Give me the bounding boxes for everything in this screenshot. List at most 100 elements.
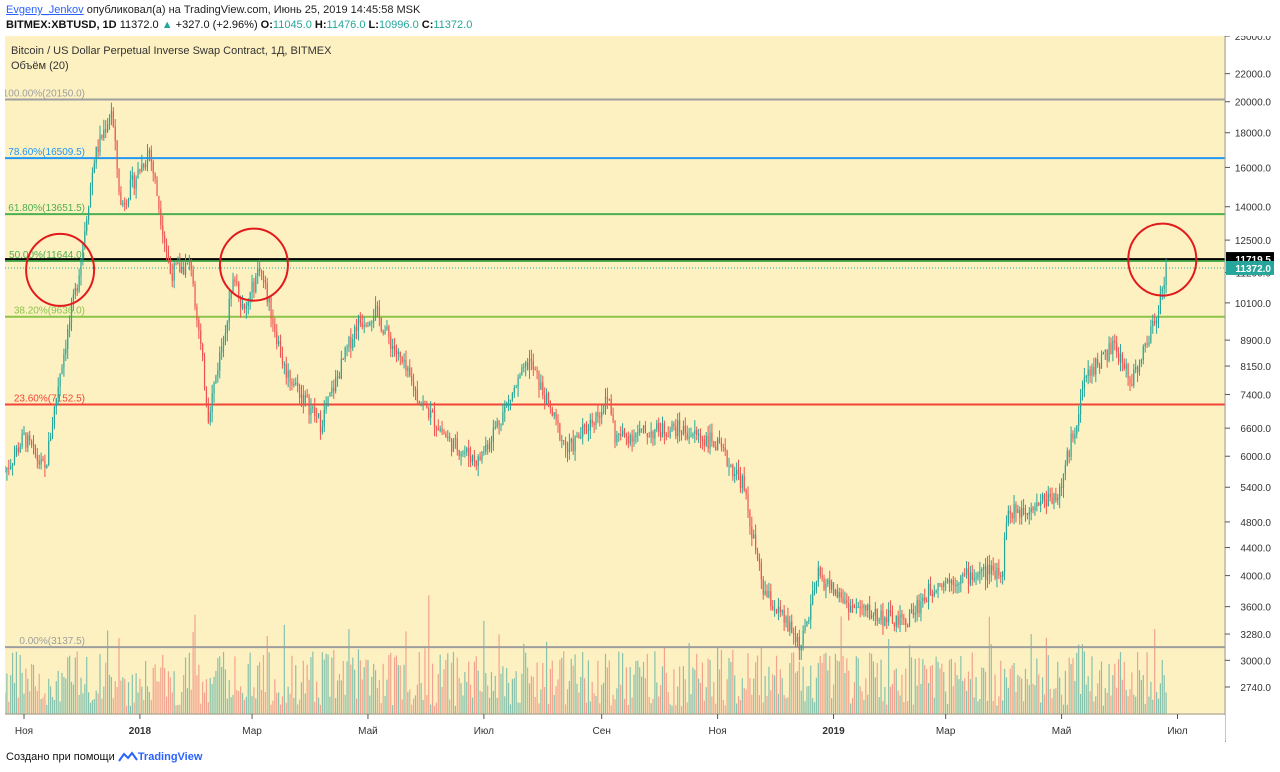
volume-bar: [1152, 699, 1154, 714]
ohlc-open-label: O:: [260, 19, 273, 31]
volume-bar: [622, 653, 624, 714]
candle-body: [525, 362, 527, 367]
candle-body: [842, 597, 844, 603]
volume-bar: [1104, 688, 1106, 714]
volume-bar: [10, 675, 12, 714]
volume-bar: [696, 653, 698, 714]
volume-bar: [1022, 701, 1025, 714]
candle-body: [1152, 320, 1154, 327]
volume-bar: [515, 671, 517, 714]
volume-bar: [545, 641, 548, 714]
candle-body: [762, 579, 764, 595]
candle-body: [190, 260, 192, 270]
candle-body: [870, 615, 873, 619]
volume-bar: [287, 686, 289, 714]
candle-body: [23, 432, 25, 434]
candle-body: [1087, 369, 1089, 376]
symbol-name: BITMEX:XBTUSD, 1D: [6, 19, 117, 31]
candle-body: [359, 317, 361, 324]
volume-bar: [57, 670, 59, 714]
volume-bar: [939, 668, 941, 714]
volume-bar: [770, 690, 772, 714]
candle-body: [310, 407, 312, 415]
volume-bar: [487, 685, 489, 714]
volume-bar: [703, 700, 705, 714]
candle-body: [627, 436, 629, 444]
candle-body: [169, 259, 171, 274]
volume-bar: [922, 659, 924, 714]
candle-body: [498, 421, 500, 425]
candle-body: [422, 401, 424, 404]
candle-body: [321, 426, 323, 433]
candle-body: [312, 407, 314, 409]
candle-body: [831, 582, 833, 590]
volume-bar: [1038, 674, 1040, 714]
y-tick-label: 16000.0: [1235, 163, 1272, 174]
volume-bar: [186, 688, 189, 714]
candle-body: [194, 284, 196, 308]
volume-bar: [686, 702, 688, 714]
y-tick-label: 3280.0: [1240, 630, 1271, 641]
candle-body: [908, 611, 911, 628]
volume-bar: [935, 656, 937, 714]
candle-body: [405, 359, 407, 371]
volume-bar: [67, 657, 69, 714]
volume-bar: [587, 660, 589, 714]
candle-body: [707, 435, 709, 449]
candle-body: [340, 358, 342, 379]
candle-body: [1125, 364, 1127, 369]
candle-body: [751, 526, 753, 539]
candle-body: [726, 450, 728, 466]
volume-bar: [519, 702, 521, 714]
volume-bar: [445, 660, 447, 714]
volume-bar: [257, 665, 259, 714]
candle-body: [772, 606, 774, 610]
candle-body: [99, 135, 101, 153]
candle-body: [500, 424, 502, 426]
volume-bar: [228, 680, 230, 714]
candle-body: [654, 429, 656, 439]
volume-bar: [181, 692, 183, 714]
volume-bar: [1041, 677, 1044, 714]
candle-body: [494, 426, 496, 428]
candle-body: [281, 356, 284, 364]
price-label-text: 11719.5: [1235, 255, 1271, 266]
volume-bar: [713, 681, 715, 714]
volume-bar: [1079, 693, 1082, 714]
candle-body: [1095, 359, 1097, 375]
candle-body: [777, 606, 780, 613]
candle-body: [1133, 369, 1135, 386]
candle-body: [1144, 343, 1146, 347]
volume-bar: [555, 686, 557, 714]
candle-body: [51, 425, 54, 438]
candle-body: [74, 288, 76, 295]
volume-bar: [348, 629, 350, 714]
candle-body: [618, 433, 620, 435]
candle-body: [958, 583, 960, 585]
candle-body: [200, 330, 202, 344]
candle-body: [1091, 366, 1093, 377]
candle-body: [967, 568, 970, 585]
candle-body: [760, 562, 762, 580]
volume-bar: [832, 684, 835, 714]
y-tick-label: 18000.0: [1235, 129, 1272, 140]
volume-bar: [813, 702, 816, 714]
candle-body: [107, 124, 109, 132]
fib-level-label: 61.80%(13651.5): [8, 203, 85, 214]
volume-bar: [747, 653, 749, 714]
author-link[interactable]: Evgeny_Jenkov: [6, 4, 84, 16]
volume-bar: [969, 679, 971, 714]
volume-bar: [950, 658, 952, 714]
volume-bar: [1150, 681, 1152, 714]
footer-brand[interactable]: TradingView: [137, 751, 203, 763]
volume-bar: [808, 685, 810, 714]
candle-body: [279, 340, 282, 357]
volume-bar: [424, 648, 426, 714]
candle-body: [365, 325, 367, 327]
volume-bar: [53, 700, 56, 714]
volume-bar: [975, 677, 977, 714]
volume-bar: [355, 698, 358, 714]
candle-body: [813, 590, 816, 592]
candlestick-chart[interactable]: 100.00%(20150.0) 78.60%(16509.5) 61.80%(13…: [5, 36, 1276, 742]
time-axis[interactable]: Ноя 2018 Мар Май Июл Сен Ноя 2019 Мар Май Июл: [15, 714, 1188, 737]
